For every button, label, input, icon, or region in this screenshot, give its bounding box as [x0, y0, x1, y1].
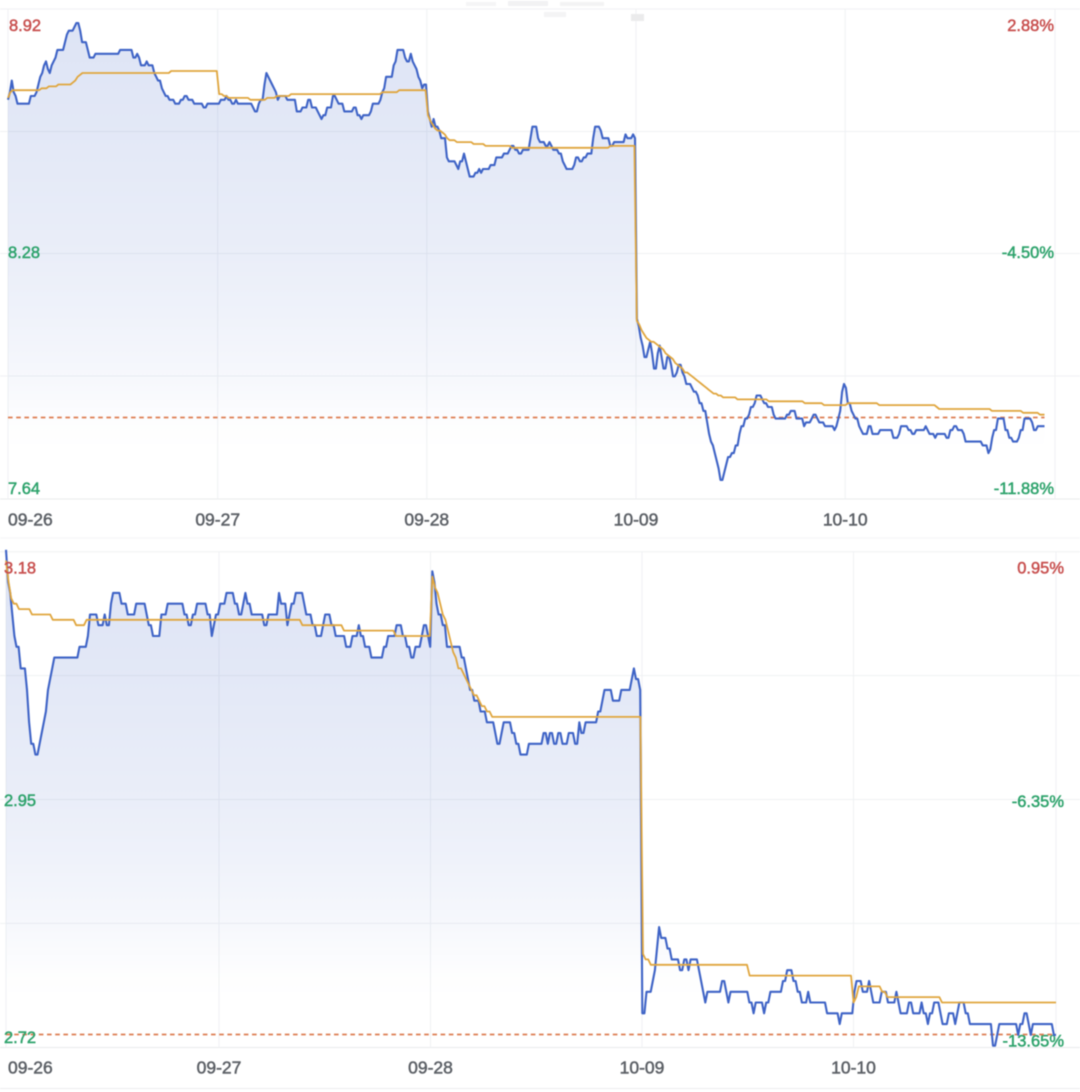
svg-text:09-26: 09-26 — [8, 510, 53, 530]
svg-text:09-26: 09-26 — [8, 1058, 53, 1078]
svg-text:7.64: 7.64 — [8, 480, 40, 498]
svg-text:09-28: 09-28 — [404, 510, 449, 530]
svg-text:09-27: 09-27 — [195, 510, 240, 530]
svg-text:2.72: 2.72 — [4, 1029, 36, 1047]
svg-text:8.92: 8.92 — [9, 17, 41, 35]
svg-text:-13.65%: -13.65% — [1003, 1033, 1065, 1051]
svg-text:-6.35%: -6.35% — [1012, 793, 1065, 811]
svg-text:3.18: 3.18 — [4, 560, 36, 578]
svg-text:-4.50%: -4.50% — [1002, 244, 1055, 262]
svg-text:8.28: 8.28 — [8, 244, 40, 262]
svg-text:2.88%: 2.88% — [1007, 17, 1054, 35]
svg-text:09-27: 09-27 — [197, 1058, 242, 1078]
svg-text:09-28: 09-28 — [408, 1058, 453, 1078]
svg-text:10-10: 10-10 — [831, 1058, 876, 1078]
svg-text:10-10: 10-10 — [823, 510, 868, 530]
svg-text:10-09: 10-09 — [614, 510, 659, 530]
svg-text:2.95: 2.95 — [4, 792, 36, 810]
svg-text:10-09: 10-09 — [620, 1058, 665, 1078]
svg-text:0.95%: 0.95% — [1017, 560, 1064, 578]
svg-text:-11.88%: -11.88% — [994, 480, 1055, 498]
